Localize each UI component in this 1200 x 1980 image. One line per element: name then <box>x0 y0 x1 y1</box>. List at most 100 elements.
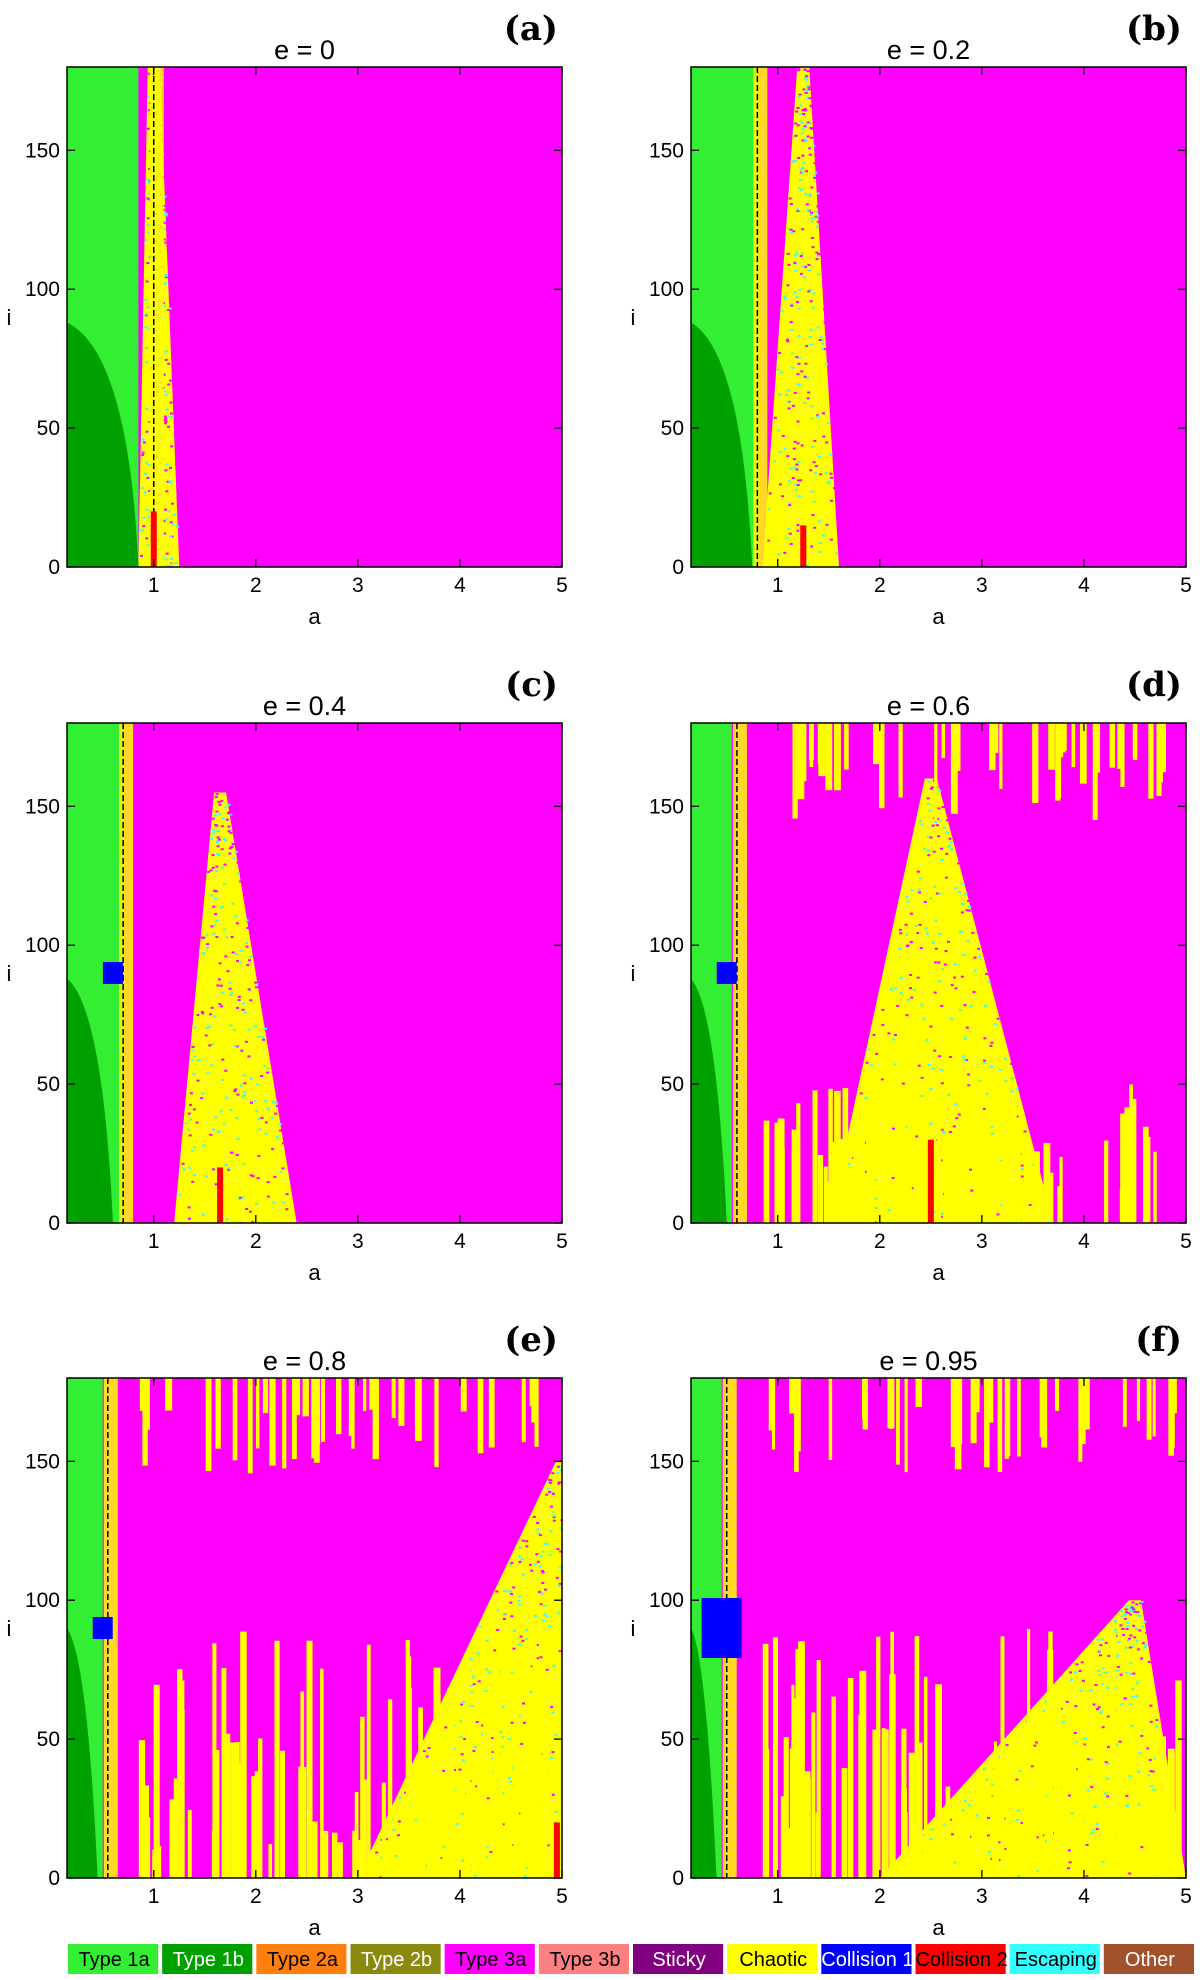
chaotic-speck <box>215 810 219 813</box>
panel-title: e = 0.6 <box>887 691 970 721</box>
y-axis-label: i <box>7 961 12 986</box>
chaotic-speck <box>1073 1731 1077 1734</box>
y-tick-label: 0 <box>672 1212 684 1235</box>
chaotic-speck <box>779 371 783 374</box>
chaotic-speck <box>209 837 213 840</box>
legend-swatch <box>444 1944 535 1974</box>
chaotic-speck <box>810 405 814 408</box>
chaotic-speck <box>935 824 939 827</box>
chaotic-speck <box>984 972 988 975</box>
chaotic-fringe <box>817 1154 824 1223</box>
chaotic-speck <box>205 934 209 937</box>
chaotic-speck <box>142 441 146 444</box>
chaotic-speck <box>551 1492 555 1495</box>
chaotic-speck <box>564 1512 567 1514</box>
chaotic-fringe <box>447 1688 455 1878</box>
chaotic-speck <box>552 1519 556 1522</box>
chaotic-speck <box>823 321 827 324</box>
chaotic-speck <box>147 181 151 184</box>
chaotic-top-fringe <box>1079 723 1087 784</box>
chaotic-fringe <box>780 1147 785 1223</box>
chaotic-speck <box>909 912 913 915</box>
y-tick-label: 150 <box>649 139 684 162</box>
plot-area <box>67 723 562 1223</box>
y-axis-label: i <box>631 961 636 986</box>
chaotic-fringe <box>1160 1782 1167 1878</box>
chaotic-speck <box>933 991 937 994</box>
legend-label: Collision 2 <box>915 1949 1007 1971</box>
chaotic-speck <box>967 1073 971 1076</box>
chaotic-speck <box>188 1166 192 1169</box>
chaotic-speck <box>801 139 805 142</box>
chaotic-speck <box>142 525 146 528</box>
legend-item: Escaping <box>1009 1944 1100 1974</box>
chaotic-speck <box>791 477 795 480</box>
chaotic-speck <box>507 1738 511 1741</box>
chaotic-speck <box>927 854 931 857</box>
chaotic-speck <box>558 1481 562 1484</box>
chaotic-speck <box>225 1096 229 1099</box>
chaotic-speck <box>469 1658 473 1661</box>
chaotic-speck <box>557 1482 561 1485</box>
chaotic-speck <box>164 469 168 472</box>
y-tick-label: 50 <box>661 417 684 440</box>
chaotic-speck <box>510 1671 514 1674</box>
y-axis-label: i <box>631 1616 636 1641</box>
chaotic-speck <box>1095 1708 1099 1711</box>
chaotic-speck <box>803 125 807 128</box>
chaotic-speck <box>459 1720 463 1723</box>
chaotic-top-fringe <box>391 1378 396 1419</box>
chaotic-speck <box>453 1768 457 1771</box>
chaotic-speck <box>493 1649 497 1652</box>
chaotic-speck <box>934 961 938 964</box>
chaotic-speck <box>1107 1654 1111 1657</box>
chaotic-speck <box>225 936 229 939</box>
chaotic-speck <box>937 961 941 964</box>
panel-letter: (c) <box>505 665 558 705</box>
legend-swatch <box>256 1944 347 1974</box>
chaotic-speck <box>924 927 928 930</box>
separatrix-chaotic-strip <box>149 67 164 567</box>
chaotic-speck <box>1101 1667 1105 1670</box>
chaotic-speck <box>920 1076 924 1079</box>
chaotic-fringe <box>1026 1628 1031 1878</box>
chaotic-speck <box>998 1859 1002 1862</box>
chaotic-fringe <box>177 1669 183 1878</box>
chaotic-speck <box>209 869 213 872</box>
chaotic-speck <box>145 508 149 511</box>
chaotic-speck <box>800 188 804 191</box>
chaotic-speck <box>164 393 168 396</box>
chaotic-fringe <box>950 1160 957 1223</box>
chaotic-speck <box>1133 1636 1137 1639</box>
panel-title: e = 0 <box>274 35 335 65</box>
chaotic-speck <box>1140 1657 1144 1660</box>
x-axis-label: a <box>308 604 321 629</box>
chaotic-top-fringe <box>1078 1378 1083 1462</box>
chaotic-top-fringe <box>399 1378 405 1407</box>
chaotic-speck <box>1073 1671 1077 1674</box>
chaotic-speck <box>805 203 809 206</box>
chaotic-speck <box>915 1135 919 1138</box>
chaotic-speck <box>1140 1601 1144 1604</box>
chaotic-speck <box>782 295 786 298</box>
chaotic-speck <box>221 1078 225 1081</box>
chaotic-speck <box>281 1167 285 1170</box>
x-tick-label: 1 <box>148 1230 160 1253</box>
chaotic-speck <box>236 959 240 962</box>
chaotic-speck <box>551 1510 555 1513</box>
chaotic-speck <box>996 1213 1000 1216</box>
chaotic-speck <box>1113 1628 1117 1631</box>
chaotic-speck <box>786 284 790 287</box>
chaotic-speck <box>147 515 151 518</box>
chaotic-speck <box>807 263 811 266</box>
chaotic-speck <box>544 1588 548 1591</box>
chaotic-fringe <box>360 1716 365 1878</box>
chaotic-top-fringe <box>1032 723 1039 804</box>
chaotic-speck <box>226 970 230 973</box>
chaotic-speck <box>787 407 791 410</box>
chaotic-speck <box>263 1064 267 1067</box>
chaotic-speck <box>1018 1770 1022 1773</box>
chaotic-speck <box>805 90 809 93</box>
chaotic-fringe <box>1124 1107 1131 1223</box>
chaotic-speck <box>510 1592 514 1595</box>
